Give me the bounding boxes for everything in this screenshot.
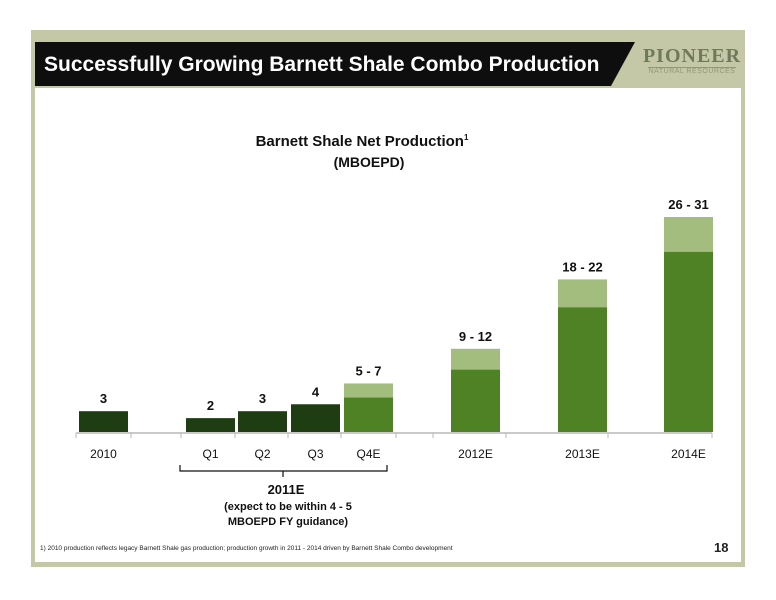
bar-2013e-base — [558, 307, 607, 432]
bar-q2 — [238, 411, 287, 432]
data-label-2013e: 18 - 22 — [562, 259, 602, 274]
chart-title-text: Barnett Shale Net Production — [256, 133, 464, 150]
data-label-q1: 2 — [207, 398, 214, 413]
x-tick-label-2010: 2010 — [90, 447, 117, 461]
bar-2013e-range — [558, 279, 607, 308]
slide-content-area — [35, 88, 741, 562]
data-label-q4e: 5 - 7 — [355, 363, 381, 378]
bar-2012e-range — [451, 348, 500, 370]
x-tick-label-q2: Q2 — [254, 447, 270, 461]
bar-2014e-range — [664, 217, 713, 252]
bar-q4e-base — [344, 397, 393, 432]
bar-q3 — [291, 404, 340, 432]
bar-2010 — [79, 411, 128, 432]
bar-2012e-base — [451, 369, 500, 432]
x-axis-labels: 2010 Q1 Q2 Q3 Q4E 2012E 2013E 2014E — [90, 447, 706, 461]
group-bracket — [179, 465, 388, 477]
group-note-line-1: (expect to be within 4 - 5 — [224, 501, 352, 513]
bar-2014e-base — [664, 251, 713, 432]
data-label-q2: 3 — [259, 391, 266, 406]
logo-rule — [648, 67, 736, 68]
chart-title-superscript: 1 — [464, 133, 469, 142]
x-tick-label-q4e: Q4E — [356, 447, 380, 461]
x-tick-label-q1: Q1 — [202, 447, 218, 461]
group-label: 2011E — [268, 482, 305, 497]
logo-tagline: NATURAL RESOURCES — [648, 68, 736, 75]
data-labels: 3 2 3 4 5 - 7 9 - 12 18 - 22 26 - 31 — [100, 197, 709, 413]
bar-q1 — [186, 418, 235, 432]
data-label-2010: 3 — [100, 391, 107, 406]
pioneer-logo: PIONEER NATURAL RESOURCES — [640, 42, 744, 86]
x-axis-ticks — [75, 433, 713, 438]
group-note-line-2: MBOEPD FY guidance) — [228, 516, 349, 528]
data-label-q3: 4 — [312, 384, 320, 399]
chart-subtitle: (MBOEPD) — [334, 154, 405, 170]
bar-q4e-range — [344, 383, 393, 398]
x-tick-label-2013e: 2013E — [565, 447, 600, 461]
x-tick-label-2012e: 2012E — [458, 447, 493, 461]
data-label-2012e: 9 - 12 — [459, 329, 492, 344]
data-label-2014e: 26 - 31 — [668, 197, 708, 212]
x-tick-label-q3: Q3 — [307, 447, 323, 461]
bar-series — [79, 217, 713, 432]
x-tick-label-2014e: 2014E — [671, 447, 706, 461]
chart-title: Barnett Shale Net Production1 — [256, 133, 469, 150]
title-bar — [35, 42, 635, 86]
page-number: 18 — [714, 540, 729, 555]
slide-title: Successfully Growing Barnett Shale Combo… — [44, 53, 600, 76]
footnote: 1) 2010 production reflects legacy Barne… — [40, 545, 453, 552]
logo-wordmark: PIONEER — [642, 45, 742, 67]
